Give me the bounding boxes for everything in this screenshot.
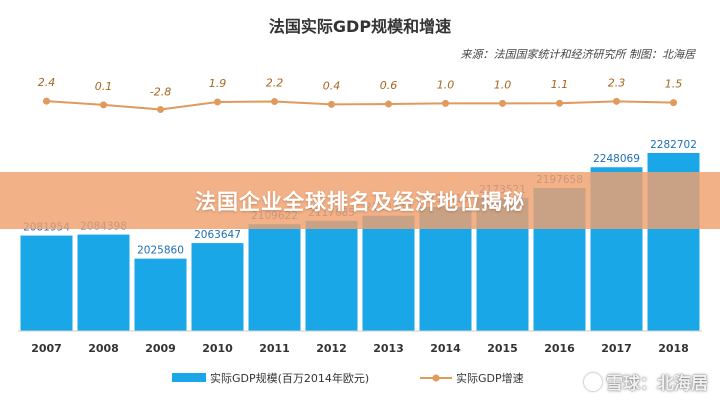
growth-point-2017 bbox=[613, 97, 620, 105]
legend-line-label: 实际GDP增速 bbox=[456, 371, 524, 385]
x-tick-label: 2010 bbox=[202, 342, 233, 355]
growth-line bbox=[46, 100, 674, 111]
growth-value-label: 2.3 bbox=[608, 76, 626, 89]
growth-value-label: 2.4 bbox=[38, 76, 56, 89]
bar-layer: 2081954208439820258602063647210962221176… bbox=[20, 139, 700, 331]
growth-value-label: 1.5 bbox=[665, 78, 683, 91]
growth-value-label: 1.9 bbox=[209, 77, 227, 90]
bar-value-label: 2248069 bbox=[593, 153, 640, 165]
chart-title: 法国实际GDP规模和增速 bbox=[269, 17, 451, 36]
x-tick-label: 2013 bbox=[373, 342, 404, 355]
growth-value-label: 0.4 bbox=[323, 79, 341, 92]
growth-point-2016 bbox=[556, 99, 563, 107]
legend-bar-label: 实际GDP规模(百万2014年欧元) bbox=[210, 371, 369, 385]
growth-point-2018 bbox=[670, 99, 677, 107]
x-tick-label: 2017 bbox=[601, 342, 632, 355]
x-tick-label: 2018 bbox=[658, 342, 689, 355]
bar-2007 bbox=[20, 235, 73, 331]
growth-value-label: 1.0 bbox=[437, 78, 455, 91]
growth-value-label: 1.1 bbox=[551, 78, 569, 91]
snowball-logo-icon bbox=[584, 372, 602, 391]
growth-value-label: 0.6 bbox=[380, 79, 398, 92]
x-tick-label: 2011 bbox=[259, 342, 290, 355]
growth-value-label: 1.0 bbox=[494, 78, 512, 91]
watermark: 雪球：北海居 bbox=[584, 369, 708, 394]
growth-point-2012 bbox=[328, 100, 335, 108]
bar-2013 bbox=[362, 215, 415, 331]
title-banner: 法国企业全球排名及经济地位揭秘 bbox=[0, 172, 720, 229]
growth-point-2013 bbox=[385, 100, 392, 108]
bar-2009 bbox=[134, 258, 187, 331]
bar-value-label: 2025860 bbox=[137, 245, 184, 257]
growth-value-label: -2.8 bbox=[150, 85, 171, 98]
bar-2010 bbox=[191, 243, 244, 331]
growth-point-2011 bbox=[271, 97, 278, 105]
x-tick-label: 2009 bbox=[145, 342, 176, 355]
chart-source: 来源：法国国家统计和经济研究所 制图：北海居 bbox=[461, 48, 696, 61]
x-tick-label: 2008 bbox=[88, 342, 119, 355]
x-tick-label: 2016 bbox=[544, 342, 575, 355]
legend-bar-swatch bbox=[172, 373, 206, 382]
growth-point-2007 bbox=[43, 97, 50, 105]
x-tick-label: 2007 bbox=[31, 342, 62, 355]
bar-value-label: 2282702 bbox=[650, 139, 697, 151]
bar-2011 bbox=[248, 224, 301, 331]
legend: 实际GDP规模(百万2014年欧元) 实际GDP增速 bbox=[172, 371, 524, 385]
bar-value-label: 2063647 bbox=[194, 229, 241, 241]
growth-value-label: 0.1 bbox=[95, 80, 113, 93]
growth-point-2015 bbox=[499, 99, 506, 107]
x-tick-label: 2015 bbox=[487, 342, 518, 355]
legend-line-marker bbox=[432, 374, 440, 382]
x-tick-label: 2012 bbox=[316, 342, 347, 355]
x-tick-label: 2014 bbox=[430, 342, 461, 355]
growth-point-2010 bbox=[214, 98, 221, 106]
bar-2008 bbox=[77, 234, 130, 331]
growth-point-2009 bbox=[157, 105, 164, 113]
x-axis: 2007 2008 2009 2010 2011 2012 2013 2014 2015 2016… bbox=[18, 330, 702, 355]
banner-title: 法国企业全球排名及经济地位揭秘 bbox=[195, 189, 525, 214]
watermark-text: 雪球：北海居 bbox=[606, 374, 708, 394]
bar-2012 bbox=[305, 220, 358, 331]
growth-point-2014 bbox=[442, 99, 449, 107]
growth-point-2008 bbox=[100, 101, 107, 109]
growth-line-layer: 2.4 0.1 -2.8 1.9 2.2 0.4 0.6 1.0 1.0 1.1 2.3 1.5 bbox=[38, 76, 683, 113]
growth-value-label: 2.2 bbox=[266, 76, 284, 89]
